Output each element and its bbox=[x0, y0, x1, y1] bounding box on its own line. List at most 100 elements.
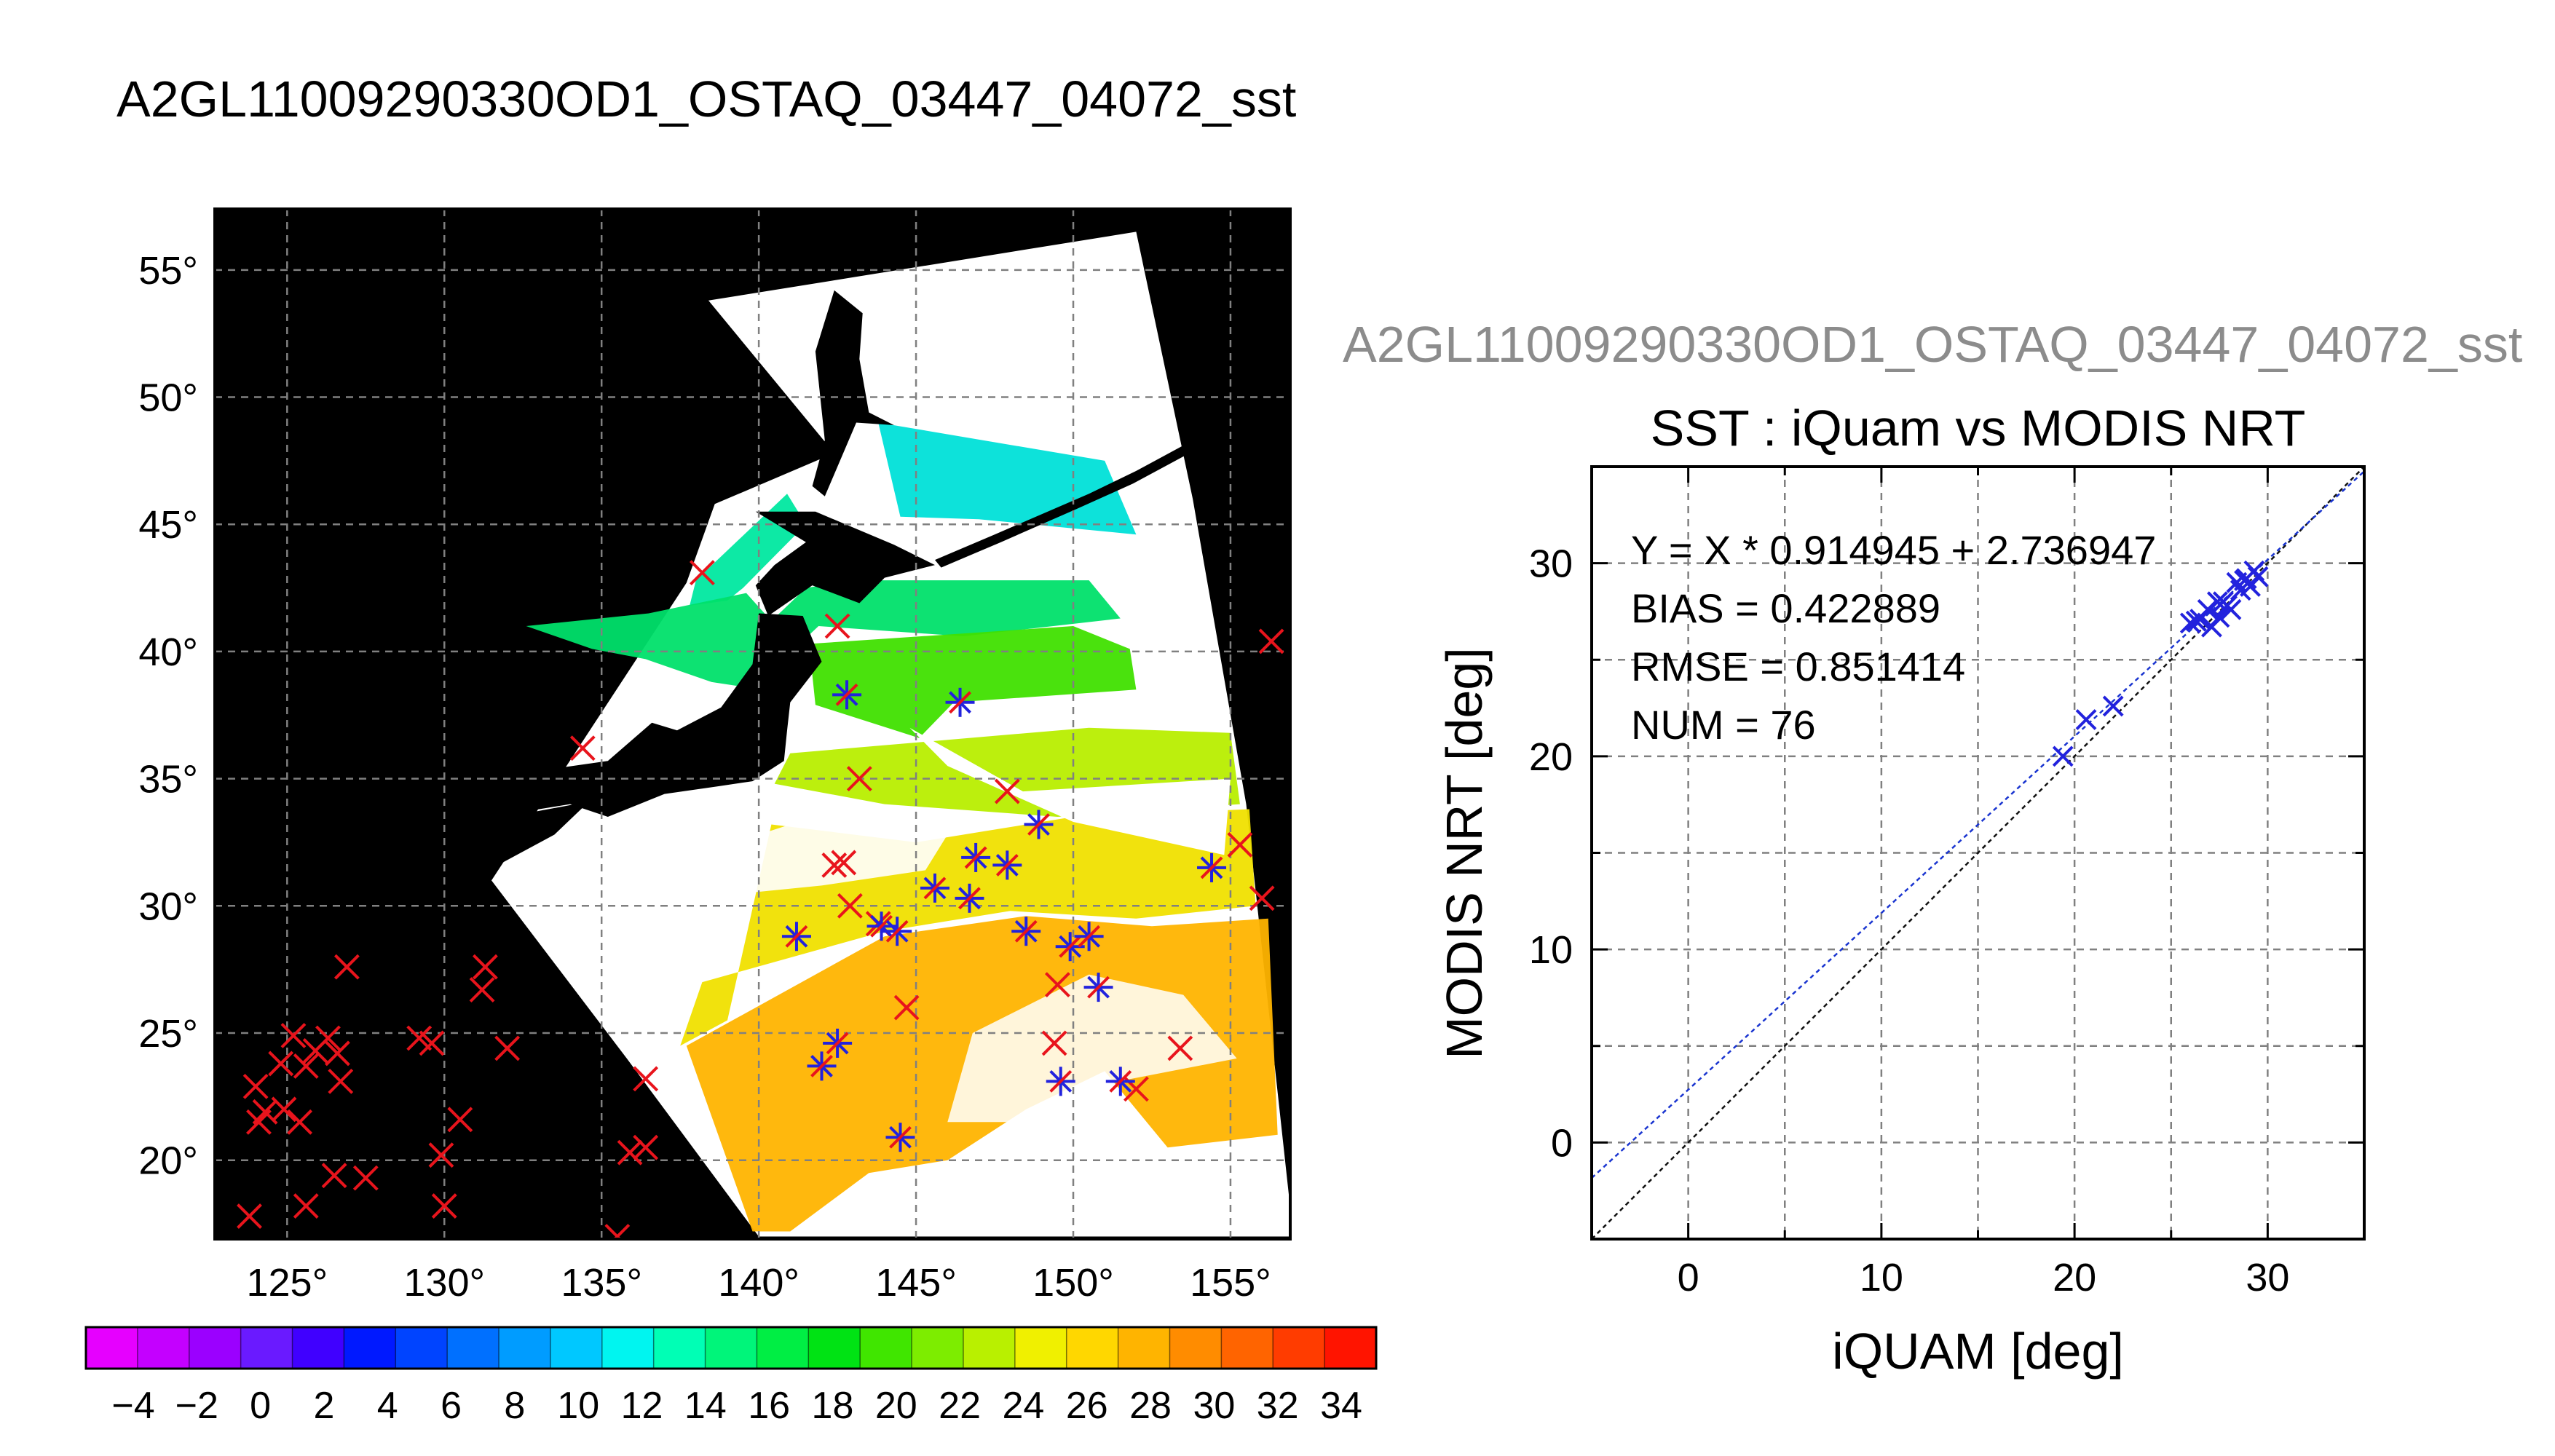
red-x-marker bbox=[428, 1142, 454, 1168]
map-lat-tick-label: 45° bbox=[138, 503, 198, 547]
colorbar-tick-label: −2 bbox=[175, 1385, 218, 1427]
colorbar-swatch bbox=[1014, 1327, 1067, 1369]
colorbar-tick-label: 22 bbox=[939, 1385, 981, 1427]
map-lat-tick-label: 40° bbox=[138, 630, 198, 674]
map-lon-tick-label: 155° bbox=[1190, 1261, 1271, 1305]
red-x-marker bbox=[1167, 1035, 1193, 1061]
red-x-marker bbox=[846, 766, 872, 792]
blue-star-marker bbox=[1083, 973, 1113, 1002]
colorbar-swatch bbox=[963, 1327, 1016, 1369]
scatter-x-tick-label: 0 bbox=[1678, 1256, 1699, 1299]
colorbar-tick-label: 26 bbox=[1066, 1385, 1108, 1427]
colorbar-swatch bbox=[292, 1327, 344, 1369]
blue-star-marker bbox=[1046, 1067, 1075, 1096]
scatter-point bbox=[2208, 606, 2230, 628]
colorbar-swatch bbox=[1221, 1327, 1273, 1369]
red-x-marker bbox=[633, 1066, 659, 1092]
colorbar-tick-label: 30 bbox=[1193, 1385, 1235, 1427]
scatter-x-tick-label: 20 bbox=[2053, 1256, 2096, 1299]
scatter-point bbox=[2185, 610, 2207, 632]
colorbar-swatch bbox=[757, 1327, 809, 1369]
red-x-marker bbox=[837, 893, 863, 919]
colorbar-tick-label: 24 bbox=[1002, 1385, 1044, 1427]
colorbar-swatch bbox=[653, 1327, 706, 1369]
red-x-marker bbox=[333, 954, 360, 980]
red-x-marker bbox=[1045, 972, 1070, 998]
red-x-marker bbox=[280, 1023, 307, 1048]
colorbar-tick-label: 28 bbox=[1129, 1385, 1172, 1427]
blue-star-marker bbox=[885, 1123, 915, 1152]
colorbar-swatch bbox=[240, 1327, 293, 1369]
korea-landmass bbox=[271, 575, 476, 794]
scatter-x-tick-label: 10 bbox=[1860, 1256, 1903, 1299]
blue-star-marker bbox=[781, 922, 811, 951]
blue-star-marker bbox=[955, 883, 984, 913]
scatter-xlabel: iQUAM [deg] bbox=[1832, 1323, 2124, 1380]
sst-band-green-north bbox=[526, 580, 1121, 690]
red-x-marker bbox=[994, 778, 1020, 804]
map-frame bbox=[213, 207, 1292, 1241]
colorbar-tick-label: 6 bbox=[441, 1385, 462, 1427]
map-lat-tick-label: 25° bbox=[138, 1012, 198, 1056]
scatter-point bbox=[2052, 745, 2074, 767]
scatter-point bbox=[2075, 709, 2097, 730]
fit-line bbox=[1592, 470, 2364, 1179]
blue-star-marker bbox=[920, 873, 949, 903]
map-lon-tick-label: 140° bbox=[718, 1261, 799, 1305]
shikoku-kyushu-landmass bbox=[438, 802, 589, 876]
map-lat-tick-label: 35° bbox=[138, 758, 198, 802]
map-lat-tick-label: 50° bbox=[138, 376, 198, 420]
scatter-header: A2GL11009290330OD1_OSTAQ_03447_04072_sst bbox=[1343, 316, 2522, 373]
colorbar-swatch bbox=[808, 1327, 861, 1369]
red-x-marker bbox=[469, 977, 495, 1003]
red-x-marker bbox=[604, 1224, 631, 1239]
sakhalin-landmass bbox=[812, 290, 894, 496]
red-x-marker bbox=[237, 1203, 262, 1229]
colorbar-swatch bbox=[1118, 1327, 1171, 1369]
colorbar-tick-label: 12 bbox=[621, 1385, 663, 1427]
scatter-y-tick-label: 20 bbox=[1529, 735, 1573, 779]
colorbar-tick-label: 34 bbox=[1320, 1385, 1362, 1427]
scatter-point bbox=[2247, 566, 2269, 587]
colorbar-tick-label: 20 bbox=[875, 1385, 917, 1427]
scatter-stat-line: Y = X * 0.914945 + 2.736947 bbox=[1631, 527, 2156, 573]
blue-star-marker bbox=[1011, 917, 1041, 946]
sst-map: 125° 130° 135° 140° 145° 150° 155° 20° 25° 30° 35°… bbox=[138, 207, 1292, 1305]
colorbar-tick-label: 14 bbox=[684, 1385, 727, 1427]
red-x-marker bbox=[315, 1025, 341, 1051]
red-x-marker bbox=[1041, 1030, 1067, 1056]
map-lon-tick-label: 135° bbox=[561, 1261, 642, 1305]
blue-star-marker bbox=[961, 842, 991, 872]
colorbar-swatch bbox=[499, 1327, 551, 1369]
colorbar-swatch bbox=[344, 1327, 396, 1369]
honshu-landmass bbox=[432, 613, 822, 878]
colorbar-tick-label: 0 bbox=[250, 1385, 271, 1427]
blue-star-marker bbox=[882, 917, 912, 946]
cloud-gap bbox=[909, 727, 1231, 855]
red-x-marker bbox=[293, 1193, 319, 1219]
scatter-point bbox=[2102, 695, 2124, 717]
red-x-marker bbox=[271, 1096, 297, 1123]
red-x-marker bbox=[821, 852, 848, 878]
scatter-x-tick-label: 30 bbox=[2246, 1256, 2289, 1299]
map-lon-tick-label: 130° bbox=[403, 1261, 485, 1305]
colorbar-swatch bbox=[550, 1327, 603, 1369]
colorbar-swatch bbox=[137, 1327, 190, 1369]
hokkaido-landmass bbox=[755, 511, 935, 616]
cloud-gap bbox=[947, 974, 1237, 1123]
blue-star-marker bbox=[1105, 1067, 1135, 1096]
red-x-marker bbox=[569, 735, 596, 761]
red-x-marker bbox=[352, 1165, 379, 1191]
colorbar-tick-label: −4 bbox=[111, 1385, 154, 1427]
colorbar-swatch bbox=[1169, 1327, 1222, 1369]
red-x-marker bbox=[431, 1193, 457, 1219]
red-x-marker bbox=[325, 1040, 350, 1067]
blue-star-marker bbox=[992, 850, 1022, 880]
colorbar-tick-label: 10 bbox=[557, 1385, 599, 1427]
colorbar-swatch bbox=[189, 1327, 242, 1369]
map-lat-tick-label: 55° bbox=[138, 249, 198, 293]
scatter-point bbox=[2234, 570, 2255, 591]
colorbar-swatch bbox=[395, 1327, 448, 1369]
colorbar-swatch bbox=[86, 1327, 138, 1369]
colorbar-tick-label: 2 bbox=[313, 1385, 334, 1427]
